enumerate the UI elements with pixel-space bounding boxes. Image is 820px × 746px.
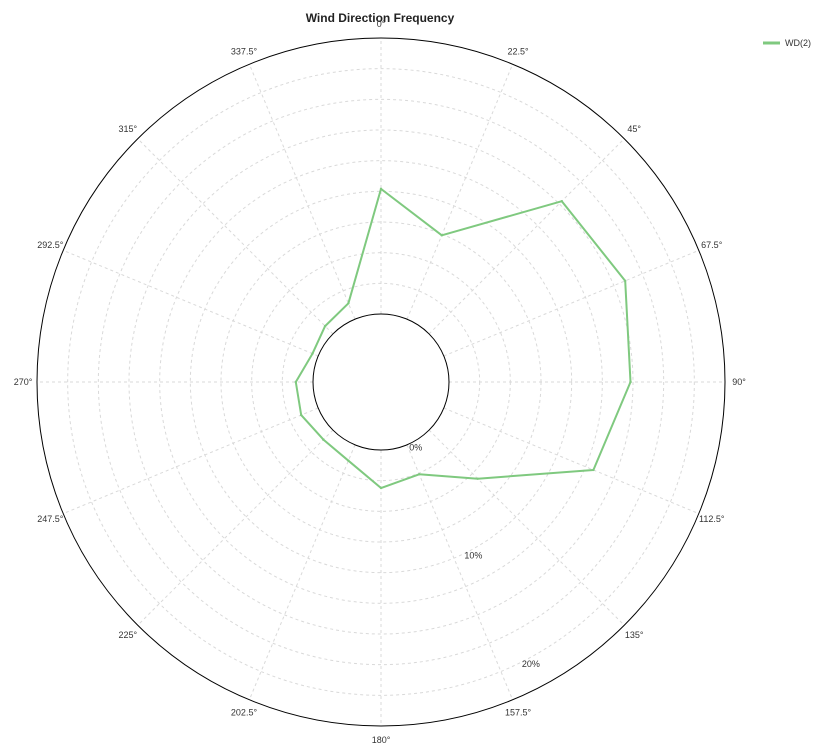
direction-label: 225° xyxy=(119,630,138,640)
series-point xyxy=(418,473,421,476)
series-point xyxy=(322,438,325,441)
legend-label-wd2: WD(2) xyxy=(785,38,811,48)
chart-title: Wind Direction Frequency xyxy=(306,11,455,25)
series-layer xyxy=(294,187,632,490)
grid-spoke xyxy=(62,407,319,515)
grid-spoke xyxy=(443,407,700,515)
series-point xyxy=(347,302,350,305)
grid-spoke xyxy=(406,444,514,701)
grid-ring xyxy=(97,98,665,666)
series-point xyxy=(294,380,298,384)
series-point xyxy=(379,486,383,490)
ring-label: 10% xyxy=(464,551,482,561)
direction-label: 90° xyxy=(732,377,746,387)
ring-labels: 0% 10% 20% xyxy=(409,442,540,669)
direction-label: 157.5° xyxy=(505,708,532,718)
legend[interactable]: WD(2) xyxy=(763,38,811,48)
direction-label: 112.5° xyxy=(699,514,725,524)
direction-label: 45° xyxy=(627,124,641,134)
series-point xyxy=(323,324,327,328)
direction-label: 292.5° xyxy=(37,240,64,250)
grid-spoke xyxy=(137,429,334,626)
series-point xyxy=(623,279,627,283)
grid-spoke xyxy=(62,249,319,357)
grid-spoke xyxy=(428,429,625,626)
direction-label: 22.5° xyxy=(507,46,529,56)
direction-label: 67.5° xyxy=(701,240,723,250)
grid-spoke xyxy=(137,138,334,335)
series-point xyxy=(347,459,350,462)
direction-label: 0° xyxy=(377,19,386,29)
series-point xyxy=(299,413,303,417)
series-point xyxy=(592,468,595,472)
direction-label: 247.5° xyxy=(37,514,64,524)
direction-label: 135° xyxy=(625,630,644,640)
ring-label: 0% xyxy=(409,442,422,452)
inner-zero-ring xyxy=(312,313,450,451)
polar-grid xyxy=(36,37,726,727)
grid-spoke xyxy=(428,138,625,335)
direction-label: 315° xyxy=(119,124,138,134)
series-point xyxy=(379,187,383,191)
direction-label: 202.5° xyxy=(231,708,258,718)
grid-spoke xyxy=(443,249,700,357)
series-point xyxy=(311,352,314,355)
ring-label: 20% xyxy=(522,659,540,669)
direction-label: 270° xyxy=(14,377,33,387)
series-point xyxy=(629,380,632,384)
series-point xyxy=(440,234,443,237)
direction-labels: 0° 22.5° 45° 67.5° 90° 112.5° 135° 157.5° 180° 20… xyxy=(14,19,747,745)
grid-spoke xyxy=(406,63,514,320)
series-point xyxy=(560,200,563,203)
direction-label: 337.5° xyxy=(231,46,258,56)
series-point xyxy=(476,477,479,480)
grid-ring xyxy=(67,68,695,696)
direction-label: 180° xyxy=(372,735,391,745)
outer-boundary xyxy=(36,37,726,727)
grid-ring xyxy=(159,160,603,604)
grid-ring xyxy=(128,129,634,635)
grid-spoke xyxy=(248,63,356,320)
grid-spoke xyxy=(248,444,356,701)
